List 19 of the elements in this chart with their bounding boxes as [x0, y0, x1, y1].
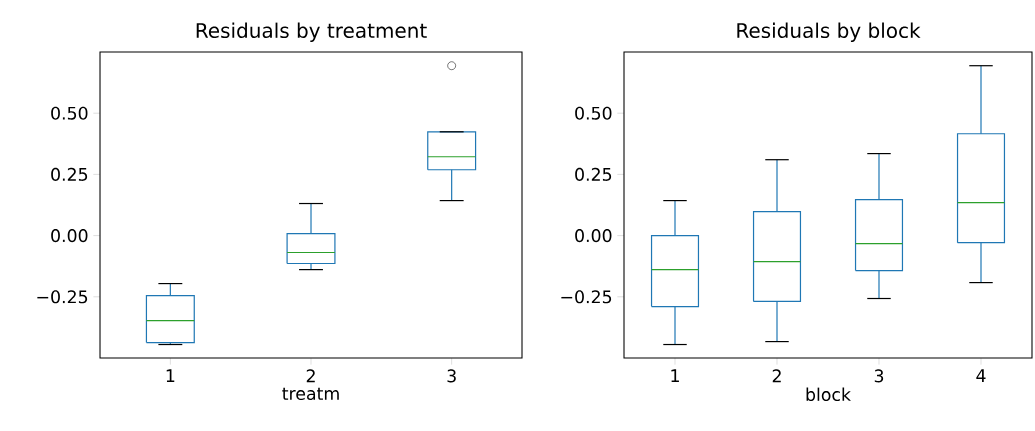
- x-tick-label: 2: [772, 369, 781, 383]
- y-tick-label: 0.00: [51, 229, 88, 243]
- y-tick-label: 0.25: [51, 167, 88, 181]
- x-tick-label: 1: [671, 369, 679, 382]
- x-axis-title: treatm: [282, 387, 339, 401]
- y-tick-label: −0.25: [37, 290, 88, 304]
- chart-title: Residuals by block: [737, 22, 921, 42]
- y-tick-label: 0.50: [51, 106, 88, 120]
- y-tick-label: 0.25: [575, 167, 612, 181]
- x-axis-title: block: [806, 387, 851, 402]
- x-tick-label: 3: [447, 369, 456, 383]
- chart-title: Residuals by treatment: [196, 22, 427, 42]
- x-tick-label: 1: [166, 369, 175, 382]
- y-tick-label: −0.25: [561, 290, 612, 304]
- x-tick-label: 2: [306, 369, 315, 383]
- x-tick-label: 4: [976, 369, 986, 382]
- x-tick-label: 3: [874, 369, 884, 383]
- y-tick-label: 0.00: [575, 229, 612, 243]
- y-tick-label: 0.50: [575, 106, 612, 120]
